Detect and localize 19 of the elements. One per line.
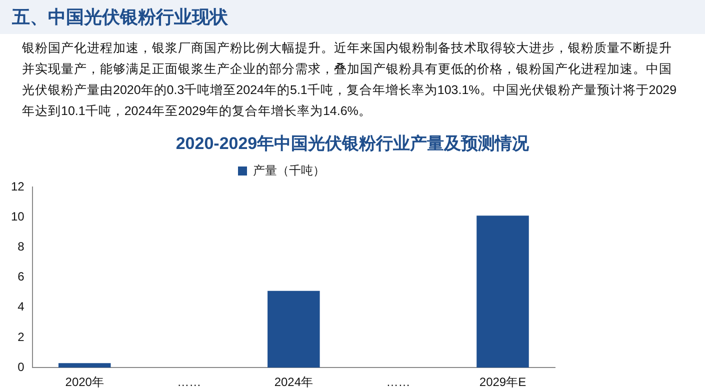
- bar: [476, 216, 529, 368]
- x-tick-label: ……: [386, 375, 410, 390]
- y-tick-label: 10: [10, 209, 25, 224]
- y-tick-label: 6: [18, 270, 25, 284]
- y-tick-label: 0: [18, 360, 25, 374]
- text: 银粉国产化进程加速，银浆厂商国产粉比例大幅提升。近年来国内银粉制备技术取得较大进步，银粉质量不断提升并实现量产，能够满足正面银浆生产企业的部分需求，叠加国产银粉具有更低的价格，银粉国产化进程加速。中国光伏银粉产量由2020年的0.3千吨增至2024年的5.1千吨，复合年增长率为103.1%。中国光伏银粉产量预计将于2029年达到10.1千吨，2024年至2029年的复合年增长率为14.6%。: [21, 40, 678, 120]
- text: 五、中国光伏银粉行业现状: [0, 0, 705, 34]
- y-tick-label: 2: [18, 330, 25, 344]
- bar: [58, 363, 111, 368]
- x-tick-label: 2029年E: [479, 375, 526, 390]
- y-tick-label: 12: [10, 179, 25, 194]
- legend-label: 产量（千吨）: [253, 163, 325, 178]
- y-tick-label: 8: [18, 240, 25, 254]
- x-tick-label: 2024年: [274, 375, 314, 390]
- x-tick-label: 2020年: [65, 375, 104, 390]
- chart-title: 2020-2029年中国光伏银粉行业产量及预测情况: [174, 133, 530, 155]
- y-tick-label: 4: [18, 300, 25, 314]
- bar: [268, 290, 320, 368]
- x-tick-label: ……: [177, 375, 202, 390]
